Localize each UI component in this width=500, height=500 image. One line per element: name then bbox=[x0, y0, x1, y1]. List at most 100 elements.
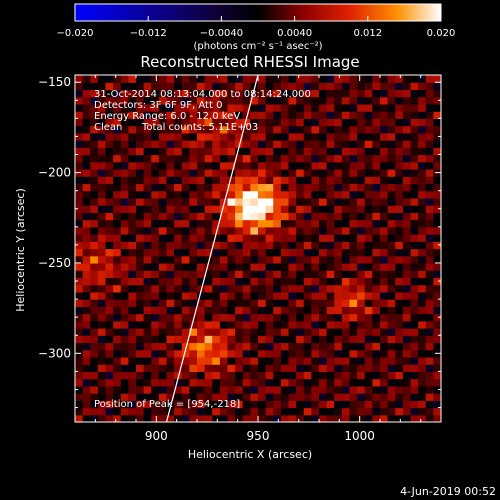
heatmap-cell bbox=[242, 241, 251, 250]
heatmap-cell bbox=[425, 103, 434, 112]
heatmap-cell bbox=[136, 111, 145, 119]
heatmap-cell bbox=[364, 140, 373, 148]
heatmap-cell bbox=[82, 349, 91, 358]
heatmap-cell bbox=[303, 262, 312, 271]
heatmap-cell bbox=[90, 89, 99, 98]
heatmap-cell bbox=[372, 103, 381, 112]
heatmap-cell bbox=[250, 393, 259, 401]
heatmap-cell bbox=[341, 205, 351, 213]
heatmap-cell bbox=[425, 262, 434, 271]
heatmap-cell bbox=[341, 132, 351, 141]
heatmap-cell bbox=[242, 96, 251, 105]
heatmap-cell bbox=[204, 241, 213, 250]
heatmap-cell bbox=[197, 277, 206, 286]
heatmap-cell bbox=[197, 96, 206, 105]
heatmap-cell bbox=[425, 219, 434, 228]
heatmap-cell bbox=[212, 262, 221, 271]
heatmap-cell bbox=[334, 248, 343, 257]
heatmap-cell bbox=[296, 103, 305, 112]
heatmap-cell bbox=[273, 183, 282, 192]
heatmap-cell bbox=[113, 75, 122, 83]
heatmap-cell bbox=[151, 168, 160, 177]
heatmap-cell bbox=[357, 393, 366, 401]
heatmap-cell bbox=[136, 328, 145, 336]
heatmap-cell bbox=[326, 205, 335, 213]
heatmap-cell bbox=[120, 111, 129, 119]
heatmap-cell bbox=[120, 255, 129, 264]
heatmap-cell bbox=[143, 140, 152, 148]
heatmap-cell bbox=[113, 248, 122, 257]
heatmap-cell bbox=[296, 349, 305, 358]
heatmap-cell bbox=[158, 356, 168, 365]
heatmap-cell bbox=[341, 96, 351, 105]
heatmap-cell bbox=[288, 132, 297, 141]
heatmap-cell bbox=[273, 349, 282, 358]
heatmap-cell bbox=[410, 147, 419, 156]
heatmap-cell bbox=[189, 190, 198, 199]
heatmap-cell bbox=[174, 226, 183, 235]
heatmap-cell bbox=[143, 291, 152, 300]
heatmap-cell bbox=[90, 320, 99, 329]
heatmap-cell bbox=[326, 262, 335, 271]
heatmap-cell bbox=[136, 320, 145, 329]
heatmap-cell bbox=[258, 176, 267, 185]
heatmap-cell bbox=[273, 299, 282, 307]
heatmap-cell bbox=[250, 385, 259, 394]
heatmap-cell bbox=[219, 89, 229, 98]
heatmap-cell bbox=[82, 147, 91, 156]
heatmap-cell bbox=[204, 140, 213, 148]
heatmap-cell bbox=[189, 219, 198, 228]
heatmap-cell bbox=[334, 356, 343, 365]
heatmap-cell bbox=[136, 96, 145, 105]
heatmap-cell bbox=[288, 262, 297, 271]
heatmap-cell bbox=[364, 414, 373, 422]
heatmap-cell bbox=[410, 407, 419, 416]
heatmap-cell bbox=[311, 407, 320, 416]
solar-limb-line bbox=[165, 75, 259, 422]
heatmap-cell bbox=[90, 313, 99, 322]
heatmap-cell bbox=[433, 393, 441, 401]
heatmap-cell bbox=[319, 176, 328, 185]
heatmap-cell bbox=[82, 118, 91, 127]
heatmap-cell bbox=[319, 205, 328, 213]
heatmap-cell bbox=[303, 393, 312, 401]
heatmap-cell bbox=[418, 356, 427, 365]
heatmap-cell bbox=[319, 168, 328, 177]
heatmap-cell bbox=[105, 241, 114, 250]
heatmap-cell bbox=[120, 118, 129, 127]
heatmap-cell bbox=[402, 356, 412, 365]
heatmap-cell bbox=[128, 176, 137, 185]
heatmap-cell bbox=[113, 342, 122, 351]
heatmap-cell bbox=[242, 125, 251, 134]
heatmap-cell bbox=[303, 320, 312, 329]
heatmap-cell bbox=[90, 183, 99, 192]
heatmap-cell bbox=[97, 262, 107, 271]
heatmap-cell bbox=[151, 414, 160, 422]
heatmap-cell bbox=[136, 89, 145, 98]
heatmap-cell bbox=[258, 161, 267, 170]
heatmap-cell bbox=[105, 407, 114, 416]
heatmap-cell bbox=[418, 183, 427, 192]
heatmap-cell bbox=[136, 371, 145, 380]
heatmap-cell bbox=[280, 226, 290, 235]
heatmap-cell bbox=[204, 371, 213, 380]
heatmap-cell bbox=[395, 132, 404, 141]
heatmap-cell bbox=[128, 407, 137, 416]
heatmap-cell bbox=[128, 414, 137, 422]
heatmap-cell bbox=[82, 342, 91, 351]
heatmap-cell bbox=[128, 154, 137, 163]
heatmap-cell bbox=[197, 342, 206, 351]
heatmap-cell bbox=[143, 103, 152, 112]
heatmap-cell bbox=[273, 407, 282, 416]
heatmap-cell bbox=[120, 270, 129, 279]
heatmap-cell bbox=[273, 335, 282, 344]
heatmap-cell bbox=[341, 234, 351, 242]
heatmap-cell bbox=[181, 335, 190, 344]
colorbar-tick-label: −0.0040 bbox=[200, 28, 243, 39]
heatmap-cell bbox=[82, 400, 91, 409]
heatmap-cell bbox=[75, 356, 84, 365]
heatmap-cell bbox=[273, 385, 282, 394]
heatmap-cell bbox=[334, 255, 343, 264]
heatmap-cell bbox=[311, 364, 320, 372]
